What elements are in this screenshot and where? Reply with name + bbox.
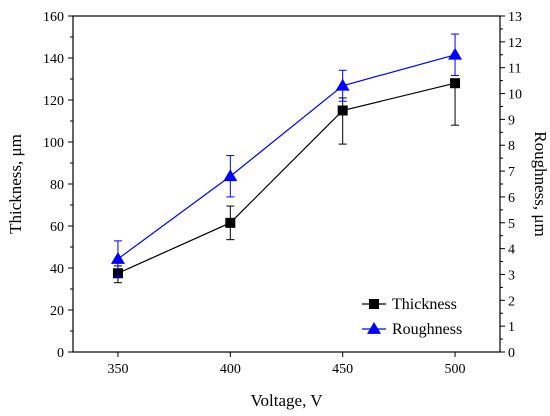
legend-item-roughness: Roughness xyxy=(362,321,462,338)
x-tick-label: 400 xyxy=(220,362,241,377)
y2-tick-label: 7 xyxy=(508,165,515,180)
y-tick-label: 100 xyxy=(43,136,64,151)
series-roughness xyxy=(110,33,463,278)
data-point xyxy=(448,47,463,60)
data-point xyxy=(223,169,238,182)
y-ticks: 0 20 40 60 80 100 120 140 160 xyxy=(43,10,73,361)
legend-item-thickness: Thickness xyxy=(362,296,457,313)
series-line xyxy=(117,54,456,260)
series-line xyxy=(117,82,456,274)
x-tick-label: 500 xyxy=(445,362,466,377)
y-tick-label: 160 xyxy=(43,10,64,25)
y-tick-label: 0 xyxy=(57,346,64,361)
data-point xyxy=(450,78,461,89)
y2-tick-label: 10 xyxy=(508,88,522,103)
y-tick-label: 140 xyxy=(43,52,64,67)
y2-tick-label: 12 xyxy=(508,36,522,51)
legend-label: Roughness xyxy=(392,321,462,338)
y2-tick-label: 11 xyxy=(508,62,521,77)
data-point xyxy=(225,217,236,228)
series-layer xyxy=(110,33,463,284)
x-axis-title: Voltage, V xyxy=(250,391,323,410)
y2-tick-label: 5 xyxy=(508,217,515,232)
legend-label: Thickness xyxy=(392,296,457,313)
y-tick-label: 80 xyxy=(50,178,64,193)
y-tick-label: 60 xyxy=(50,220,64,235)
y2-tick-label: 1 xyxy=(508,320,515,335)
legend-marker xyxy=(367,322,381,334)
y2-tick-label: 8 xyxy=(508,139,515,154)
y-tick-label: 40 xyxy=(50,262,64,277)
y2-tick-label: 0 xyxy=(508,346,515,361)
y2-tick-label: 13 xyxy=(508,10,522,25)
y2-tick-label: 4 xyxy=(508,243,515,258)
y2-tick-label: 6 xyxy=(508,191,515,206)
y-tick-label: 20 xyxy=(50,304,64,319)
legend-marker xyxy=(369,299,379,309)
x-ticks: 350 400 450 500 xyxy=(107,352,466,377)
x-tick-label: 350 xyxy=(107,362,128,377)
x-tick-label: 450 xyxy=(332,362,353,377)
y2-tick-label: 3 xyxy=(508,268,515,283)
y2-tick-label: 2 xyxy=(508,294,515,309)
data-point xyxy=(110,251,125,264)
y-axis-title: Thickness, μm xyxy=(6,134,25,234)
y-tick-label: 120 xyxy=(43,94,64,109)
series-thickness xyxy=(112,78,461,284)
y2-axis-title: Roughness, μm xyxy=(531,131,550,236)
data-point xyxy=(337,105,348,116)
data-point xyxy=(335,78,350,91)
legend: Thickness Roughness xyxy=(362,296,462,338)
y2-tick-label: 9 xyxy=(508,113,515,128)
